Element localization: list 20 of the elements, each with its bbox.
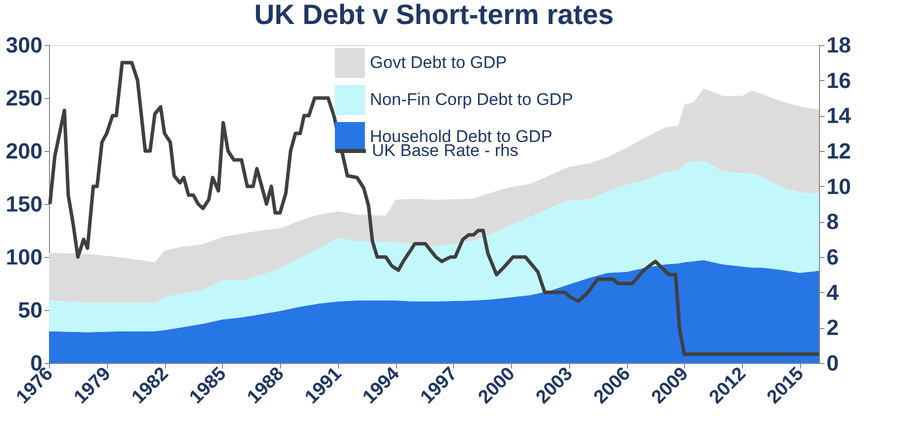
y2-tick-label: 8	[826, 209, 839, 234]
y-tick-label: 200	[6, 138, 42, 164]
y2-tick-label: 18	[826, 32, 851, 58]
y2-tick-label: 0	[826, 350, 839, 376]
legend-label: Non-Fin Corp Debt to GDP	[370, 90, 574, 109]
y-tick-label: 50	[18, 298, 42, 322]
y-tick-label: 250	[6, 86, 42, 110]
y2-tick-label: 14	[826, 103, 852, 128]
legend-label: Govt Debt to GDP	[370, 53, 507, 72]
chart-title: UK Debt v Short-term rates	[254, 0, 614, 30]
y-tick-label: 100	[6, 244, 42, 270]
y2-tick-label: 4	[826, 280, 840, 305]
y2-tick-label: 16	[826, 68, 851, 93]
legend-label: UK Base Rate - rhs	[372, 141, 518, 160]
y2-tick-label: 2	[826, 315, 839, 340]
y-tick-label: 300	[6, 32, 42, 58]
y2-tick-label: 12	[826, 138, 851, 164]
y2-tick-label: 10	[826, 174, 851, 199]
y2-tick-label: 6	[826, 244, 839, 270]
y-tick-label: 150	[6, 192, 42, 216]
